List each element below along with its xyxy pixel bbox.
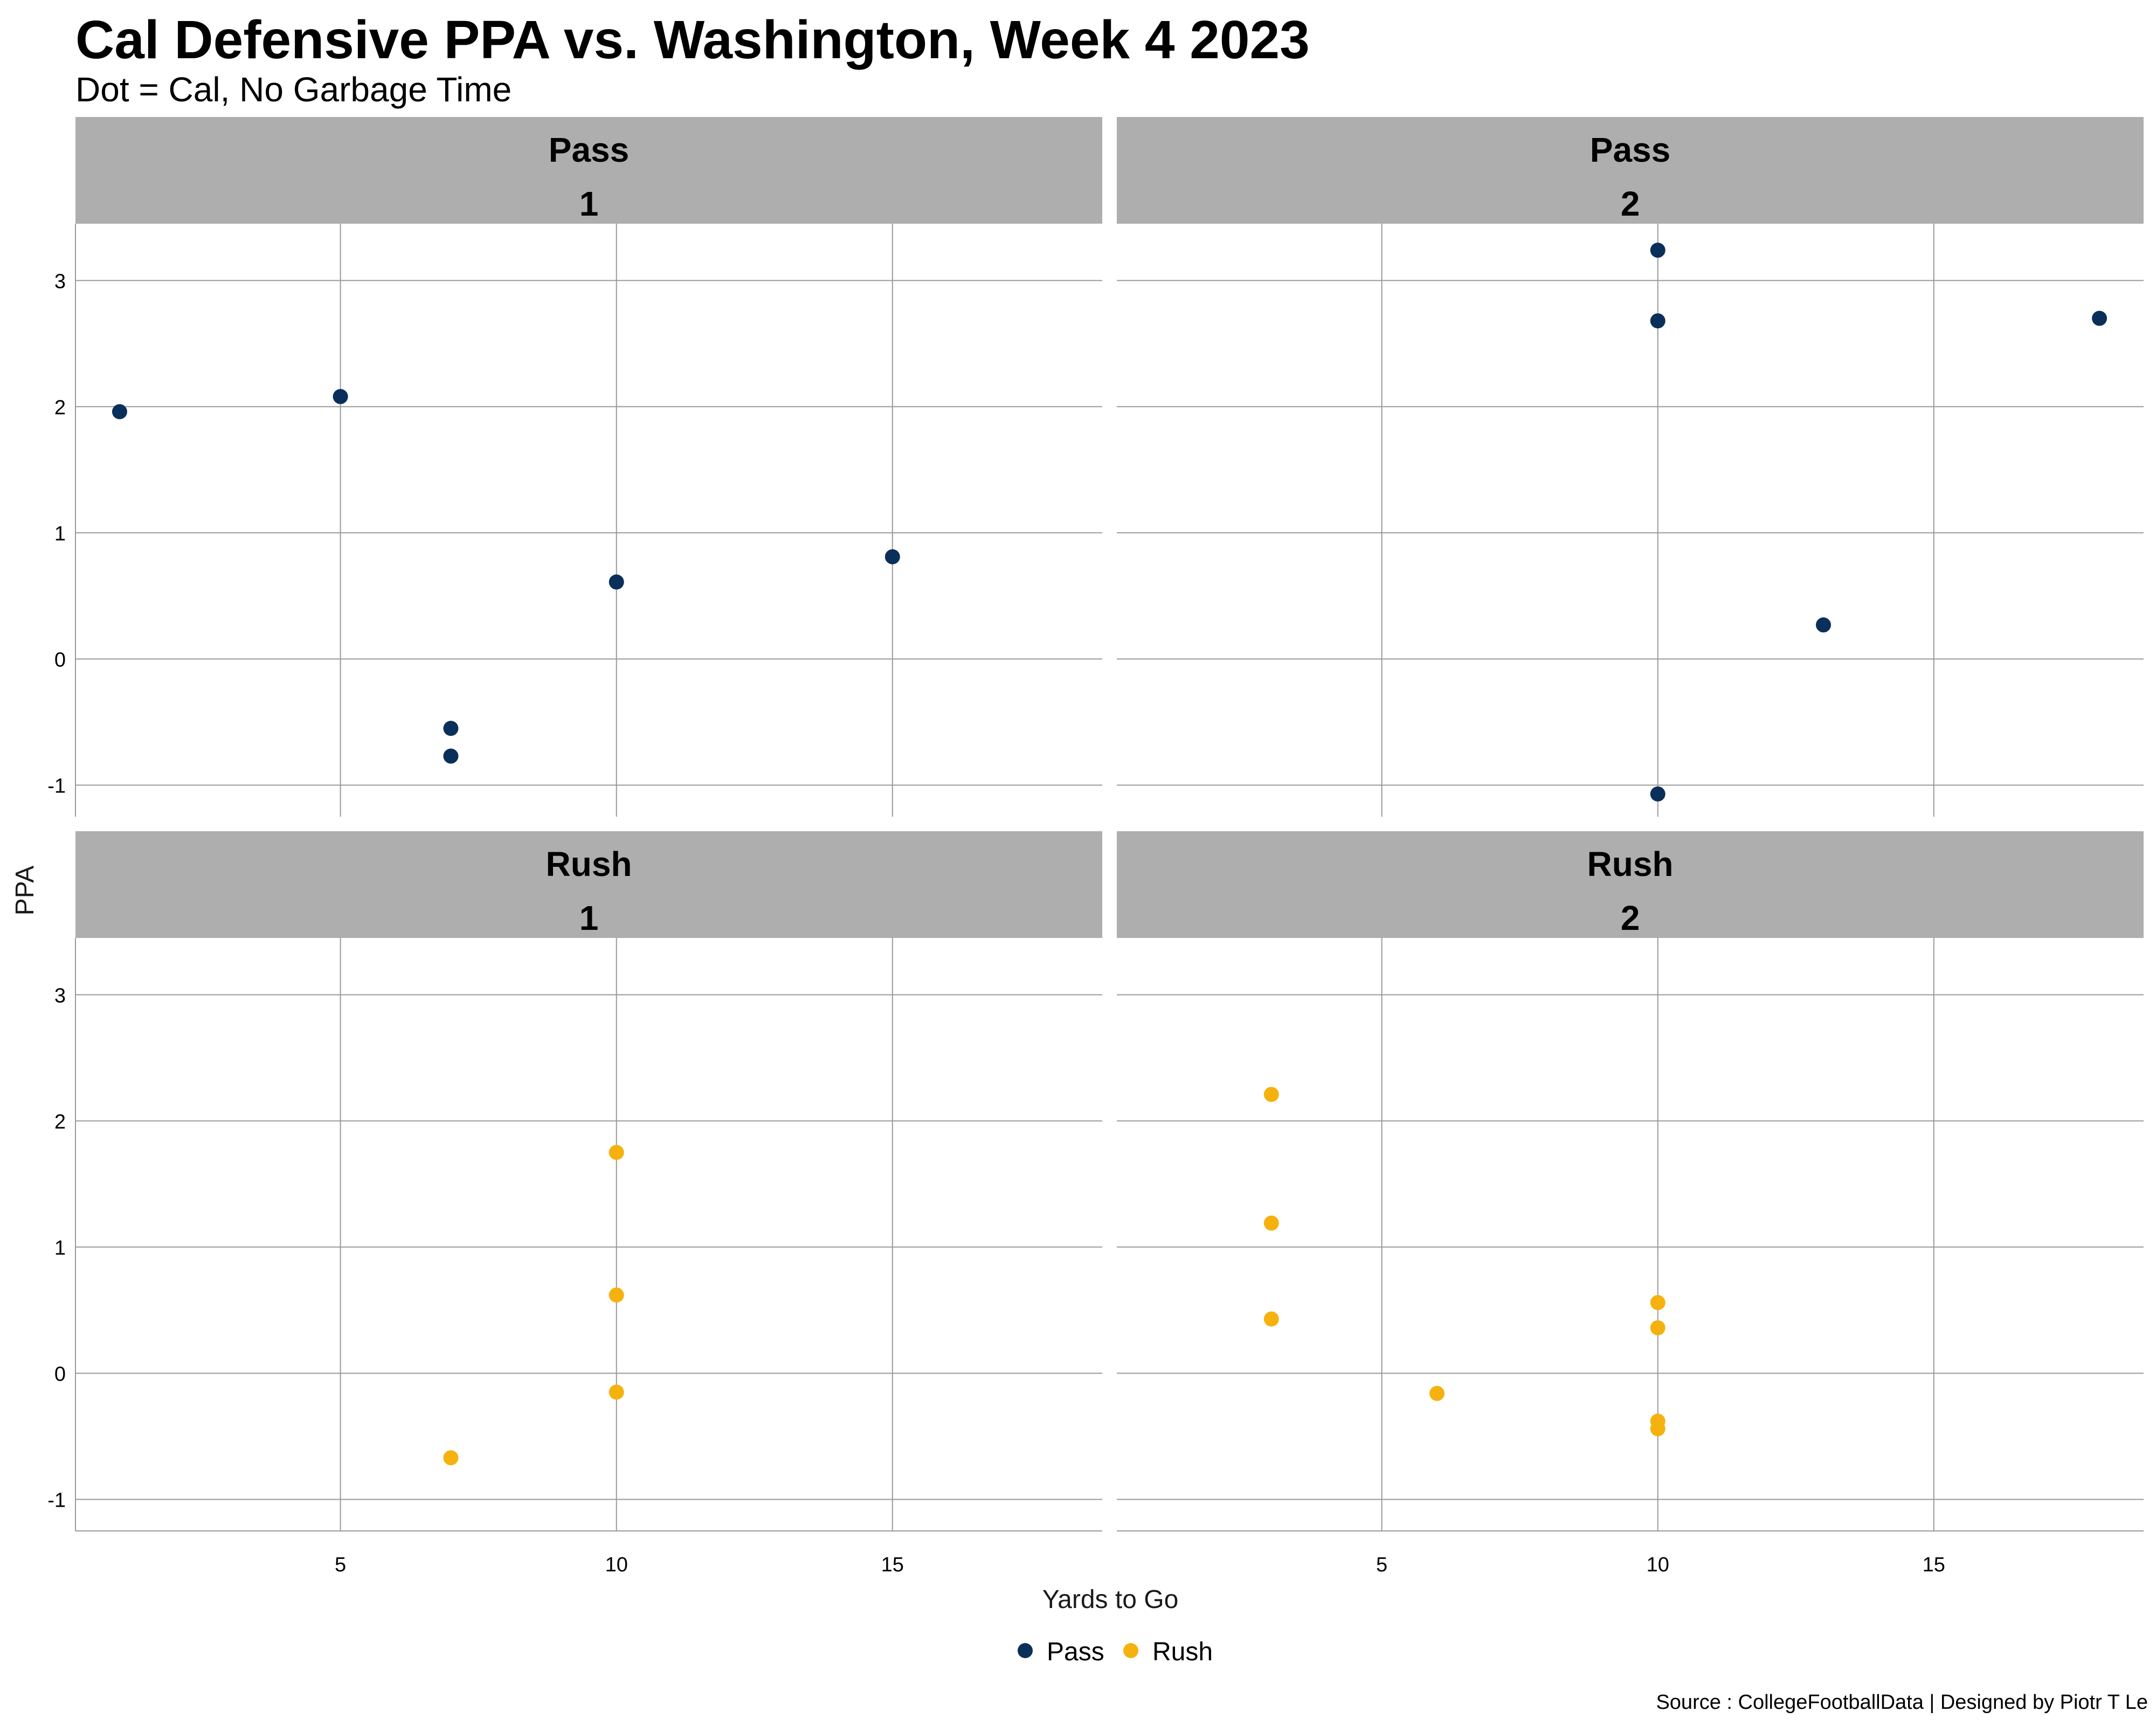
data-point-pass [2092, 310, 2107, 326]
facet-strip-down: 1 [579, 899, 599, 937]
data-point-rush [1650, 1320, 1666, 1336]
data-point-pass [333, 389, 348, 404]
facet-strip-play-type: Rush [546, 845, 632, 884]
x-tick-label: 15 [1923, 1554, 1945, 1576]
facet-strip [75, 831, 1102, 938]
data-point-pass [1650, 313, 1666, 329]
x-axis-title: Yards to Go [1042, 1585, 1179, 1614]
y-tick-label: 1 [54, 1237, 66, 1259]
data-point-rush [1263, 1087, 1279, 1102]
data-point-pass [1815, 617, 1831, 633]
chart-title: Cal Defensive PPA vs. Washington, Week 4… [75, 10, 1310, 70]
y-tick-label: 1 [54, 522, 66, 545]
y-tick-label: 3 [54, 984, 66, 1007]
facet-strip-down: 1 [579, 184, 599, 223]
data-point-rush [1429, 1385, 1445, 1401]
x-tick-label: 10 [605, 1554, 628, 1576]
data-point-pass [443, 748, 459, 764]
facet-strip [75, 117, 1102, 224]
data-point-rush [1263, 1311, 1279, 1327]
data-point-rush [1263, 1215, 1279, 1231]
y-tick-label: 2 [54, 396, 66, 419]
data-point-pass [112, 404, 127, 419]
legend-label-pass: Pass [1047, 1638, 1104, 1666]
facet-strip-play-type: Pass [1590, 130, 1670, 169]
legend-label-rush: Rush [1152, 1638, 1213, 1666]
legend-key-pass [1018, 1643, 1033, 1658]
facet-pass-2: Pass 2 [1117, 117, 2144, 817]
x-tick-label: 5 [335, 1554, 346, 1576]
data-point-rush [609, 1144, 624, 1160]
facet-strip-down: 2 [1621, 899, 1640, 937]
data-point-pass [443, 721, 459, 736]
data-point-rush [1650, 1295, 1666, 1310]
facet-strip-down: 2 [1621, 184, 1640, 223]
x-tick-label: 10 [1647, 1554, 1669, 1576]
y-tick-label: 0 [54, 1363, 66, 1385]
y-axis-ticks: -1 0 1 2 3 -1 0 1 2 3 [47, 270, 66, 1512]
data-point-rush [1650, 1421, 1666, 1437]
x-tick-label: 15 [881, 1554, 904, 1576]
facet-rush-1: Rush 1 [75, 831, 1102, 1531]
y-tick-label: 3 [54, 270, 66, 293]
y-tick-label: 0 [54, 648, 66, 671]
facet-pass-1: Pass 1 [75, 117, 1102, 817]
chart-subtitle: Dot = Cal, No Garbage Time [75, 70, 512, 109]
y-tick-label: -1 [47, 1489, 66, 1512]
data-point-pass [609, 574, 624, 590]
x-axis-ticks: 5 10 15 5 10 15 [335, 1554, 1945, 1576]
data-point-pass [1650, 243, 1666, 258]
facet-panels: Pass 1 Pass 2 Rush 1 Rush 2 [75, 117, 2144, 1531]
data-point-rush [443, 1450, 459, 1466]
y-tick-label: 2 [54, 1110, 66, 1133]
data-point-pass [1650, 786, 1666, 802]
facet-strip-play-type: Rush [1587, 845, 1674, 884]
data-point-pass [884, 549, 900, 564]
facet-rush-2: Rush 2 [1117, 831, 2144, 1531]
y-tick-label: -1 [47, 775, 66, 797]
legend-key-rush [1123, 1643, 1138, 1658]
chart-caption: Source : CollegeFootballData | Designed … [1656, 1691, 2148, 1714]
y-axis-title: PPA [11, 866, 39, 915]
x-tick-label: 5 [1376, 1554, 1387, 1576]
data-point-rush [609, 1287, 624, 1303]
facet-strip [1117, 117, 2144, 224]
facet-strip [1117, 831, 2144, 938]
data-point-rush [609, 1384, 624, 1400]
legend: Pass Rush [1018, 1638, 1213, 1666]
facet-strip-play-type: Pass [549, 130, 629, 169]
